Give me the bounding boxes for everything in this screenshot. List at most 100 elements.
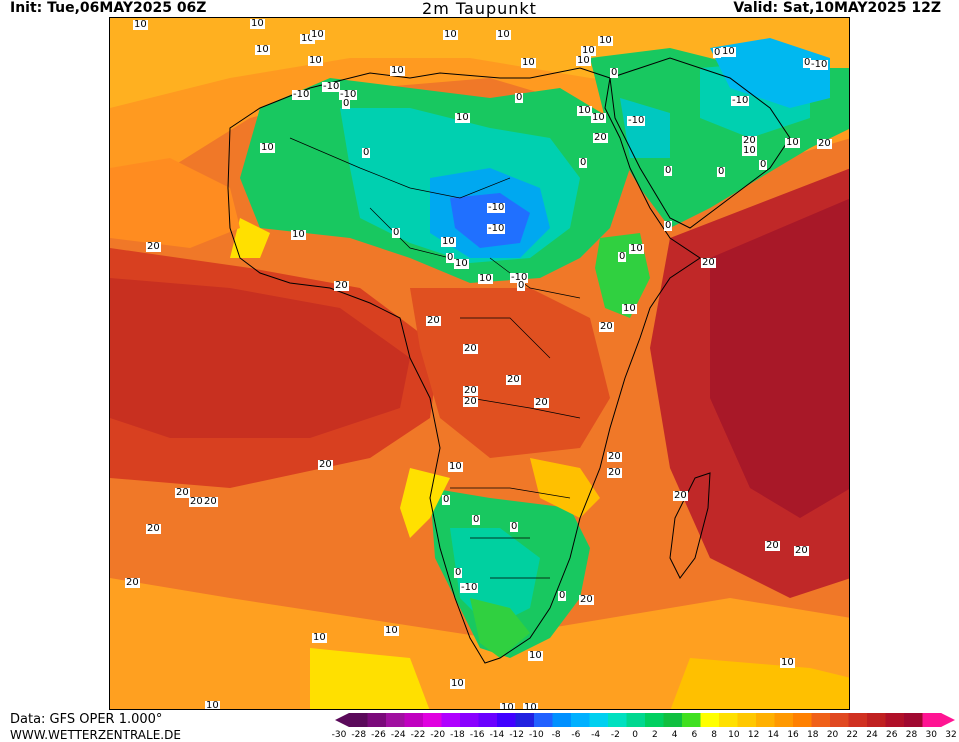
scale-arrow-right [941,713,955,727]
scale-swatch [571,713,590,727]
contour-label: 20 [742,135,757,146]
scale-swatch [867,713,886,727]
contour-label: 10 [300,33,315,44]
contour-label: 10 [308,55,323,66]
contour-label: 10 [742,145,757,156]
contour-label: 0 [510,521,519,532]
contour-label: -10 [510,272,529,283]
contour-label: 20 [463,396,478,407]
scale-swatch [423,713,442,727]
contour-label: 20 [593,132,608,143]
contour-label: 0 [442,494,451,505]
contour-label: 20 [599,321,614,332]
scale-tick-label: 4 [671,730,678,740]
contour-label: -10 [487,223,506,234]
map-title: 2m Taupunkt [422,0,537,18]
scale-arrow-left [335,713,349,727]
scale-tick-label: 18 [807,730,819,740]
scale-swatch [552,713,572,727]
dewpoint-map: 10 10 10 10 10 10 10 10 10 10 10 10 0 0 10 0 -10 -10 -10 -1… [109,17,850,710]
contour-label: 0 [392,227,401,238]
contour-label: 10 [454,258,469,269]
contour-label: 0 [717,166,726,177]
contour-label: 0 [517,280,526,291]
scale-tick-label: -30 [331,730,347,740]
contour-label: 20 [125,577,140,588]
scale-tick-label: -4 [591,730,601,740]
contour-label: 20 [318,459,333,470]
scale-swatch [811,713,831,727]
color-scale-bar [335,713,955,727]
scale-swatch [386,713,405,727]
scale-tick-label: -24 [390,730,406,740]
scale-tick-label: -14 [489,730,505,740]
contour-label: 10 [478,273,493,284]
contour-label: 10 [441,236,456,247]
scale-swatch [848,713,868,727]
contour-label: 10 [577,105,592,116]
contour-label: 10 [581,45,596,56]
contour-label: 0 [472,514,481,525]
contour-label: 10 [523,703,538,709]
contour-label: -10 [810,59,829,70]
contour-label: 10 [133,19,148,30]
contour-label: 20 [463,385,478,396]
contour-label: 0 [664,220,673,231]
contour-label: 20 [146,241,161,252]
scale-tick-label: -6 [571,730,581,740]
contour-label: 20 [607,451,622,462]
scale-swatch [885,713,905,727]
contour-label: 20 [189,496,204,507]
scale-swatch [922,713,942,727]
contour-label: -10 [731,95,750,106]
scale-swatch [793,713,812,727]
scale-tick-label: 8 [711,730,717,740]
contour-label: 0 [342,98,351,109]
scale-tick-label: 24 [866,730,878,740]
scale-tick-label: -20 [430,730,446,740]
contour-label: 0 [446,252,455,263]
contour-label: 10 [291,229,306,240]
contour-label: 10 [521,57,536,68]
contour-label: 0 [610,67,619,78]
contour-label: 20 [817,138,832,149]
contour-label: 10 [455,112,470,123]
scale-tick-label: -16 [469,730,485,740]
contour-label: 10 [250,18,265,29]
scale-swatch [460,713,479,727]
scale-tick-label: 14 [767,730,780,740]
init-time: Init: Tue,06MAY2025 06Z [10,0,207,16]
contour-label: 20 [534,397,549,408]
contour-label: 10 [500,703,515,709]
scale-tick-label: -22 [410,730,426,740]
contour-label: 0 [713,47,722,58]
contour-label: 0 [618,251,627,262]
contour-label: -10 [487,202,506,213]
scale-tick-label: 26 [886,730,898,740]
scale-swatch [589,713,609,727]
contour-label: 20 [203,496,218,507]
scale-swatch [497,713,516,727]
contour-label: 10 [629,243,644,254]
contour-label: 20 [426,315,441,326]
contour-label: 20 [175,487,190,498]
contour-label: 10 [390,65,405,76]
contour-label: 20 [463,343,478,354]
contour-label: 10 [721,46,736,57]
scale-tick-label: -28 [351,730,367,740]
scale-tick-label: -8 [551,730,561,740]
contour-label: 10 [443,29,458,40]
contour-label: 20 [579,594,594,605]
contour-label: 20 [701,257,716,268]
data-source: Data: GFS OPER 1.000° [10,712,163,727]
scale-swatch [737,713,757,727]
contour-label: -10 [627,115,646,126]
scale-swatch [515,713,535,727]
contour-label: -10 [339,89,358,100]
contour-label: 10 [260,142,275,153]
scale-swatch [478,713,498,727]
color-scale-ticks: -30 -28 -26 -24 -22 -20 -18 -16 -14 -12 -10 -8 -6 -4-… [332,730,957,742]
scale-swatch [367,713,387,727]
scale-tick-label: 2 [651,730,658,740]
contour-label: 10 [205,700,220,710]
